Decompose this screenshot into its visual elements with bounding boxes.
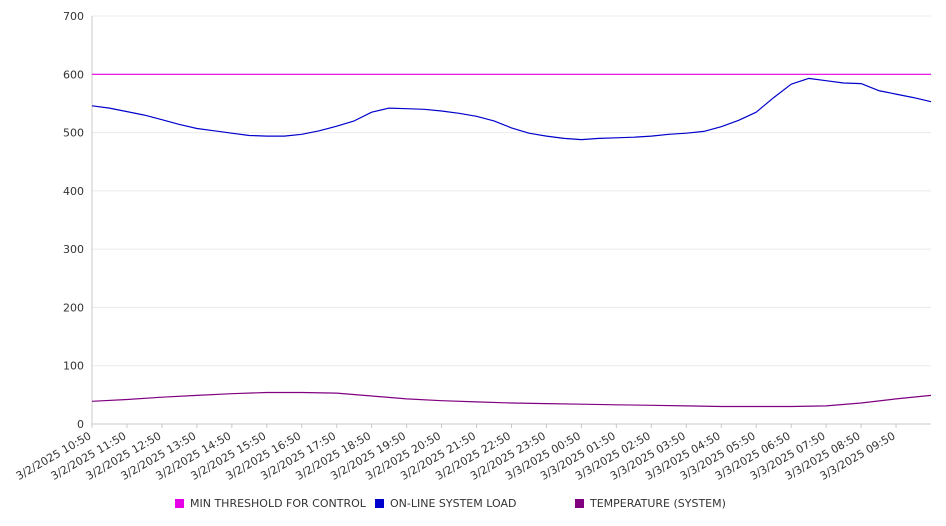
y-tick-label: 0 <box>77 418 84 431</box>
y-tick-label: 600 <box>63 68 84 81</box>
legend-swatch-system-load <box>375 499 384 508</box>
series-line-temperature-system <box>91 391 932 408</box>
y-tick-label: 700 <box>63 10 84 23</box>
grid-lines <box>92 15 931 367</box>
y-tick-label: 400 <box>63 185 84 198</box>
axes <box>91 16 931 428</box>
legend-label-temperature: TEMPERATURE (SYSTEM) <box>590 497 726 510</box>
y-tick-label: 100 <box>63 360 84 373</box>
legend-swatch-min-threshold <box>175 499 184 508</box>
legend-label-system-load: ON-LINE SYSTEM LOAD <box>390 497 517 510</box>
legend-swatch-temperature <box>575 499 584 508</box>
series-line-on-line-system-load <box>91 77 932 141</box>
legend-item-system-load[interactable]: ON-LINE SYSTEM LOAD <box>375 497 516 510</box>
legend-label-min-threshold: MIN THRESHOLD FOR CONTROL <box>190 497 366 510</box>
legend: MIN THRESHOLD FOR CONTROL ON-LINE SYSTEM… <box>0 497 946 515</box>
y-tick-label: 200 <box>63 301 84 314</box>
legend-item-min-threshold[interactable]: MIN THRESHOLD FOR CONTROL <box>175 497 366 510</box>
series-lines <box>91 73 932 408</box>
y-axis-tick-labels: 0 100 200 300 400 500 600 700 <box>63 10 84 431</box>
y-tick-label: 300 <box>63 243 84 256</box>
y-tick-label: 500 <box>63 127 84 140</box>
legend-item-temperature[interactable]: TEMPERATURE (SYSTEM) <box>575 497 726 510</box>
x-axis-tick-labels: 3/2/2025 10:503/2/2025 11:503/2/2025 12:… <box>14 429 898 483</box>
